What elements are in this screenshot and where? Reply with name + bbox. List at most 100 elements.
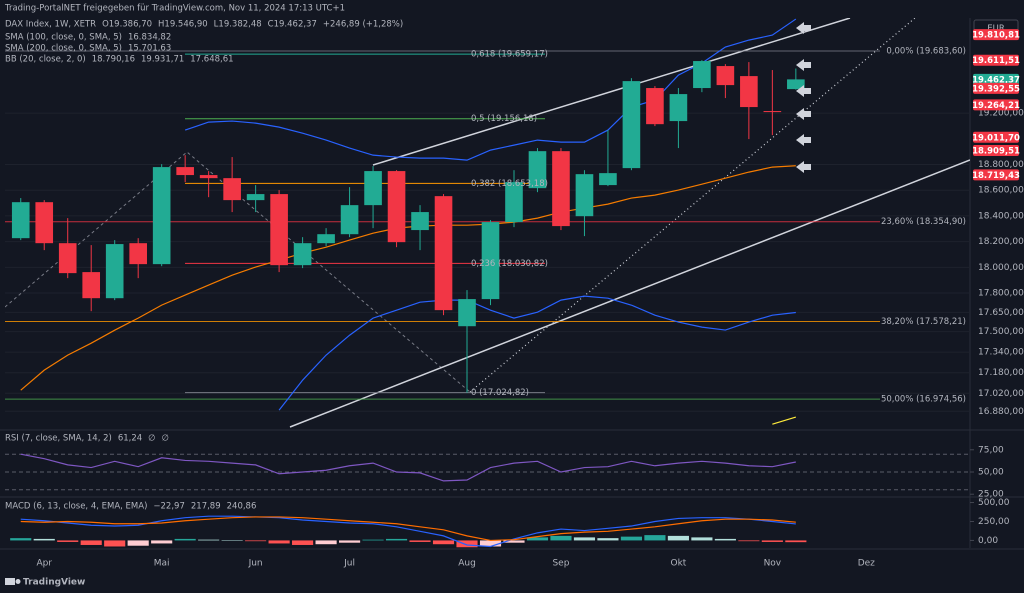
legend-value: 19.931,71 xyxy=(141,55,184,65)
logo-mark xyxy=(15,579,21,584)
footer-brand: TradingView xyxy=(23,578,85,588)
y-tick-label: 25,00 xyxy=(978,490,1004,500)
indicator-line xyxy=(20,165,796,391)
candle-body xyxy=(622,81,641,169)
x-tick-label: Jul xyxy=(343,559,355,569)
candle-body xyxy=(129,243,147,265)
y-tick-label: 17.020,00 xyxy=(978,389,1024,399)
y-tick-label: 18.800,00 xyxy=(978,160,1024,170)
histogram-bar xyxy=(268,540,290,544)
histogram-bar xyxy=(10,538,32,541)
indicator-line xyxy=(278,295,796,411)
histogram-bar xyxy=(597,538,619,541)
histogram-bar xyxy=(479,540,502,547)
price-label: 18.719,43 xyxy=(972,171,1020,181)
candle-body xyxy=(575,174,594,217)
candle-body xyxy=(246,194,265,201)
histogram-bar xyxy=(761,540,783,542)
candle-body xyxy=(105,244,124,299)
pane-2 xyxy=(10,515,807,548)
legend-ohlc: H19.546,90 xyxy=(158,20,208,30)
legend-name: BB (20, close, 2, 0) xyxy=(5,55,86,65)
candle-body xyxy=(716,66,735,86)
histogram-bar xyxy=(432,540,455,545)
fib-label: 0,5 (19.156,18) xyxy=(471,114,537,124)
price-label-box xyxy=(973,54,1019,66)
x-tick-label: Dez xyxy=(858,559,875,569)
histogram-bar xyxy=(456,540,478,548)
legend-name: RSI (7, close, SMA, 14, 2) xyxy=(5,434,112,444)
price-label: 19.392,55 xyxy=(972,84,1020,94)
arrows xyxy=(796,22,811,173)
y-tick-label: 17.650,00 xyxy=(978,308,1024,318)
arrow xyxy=(796,85,811,97)
x-tick-label: Jun xyxy=(248,559,263,569)
histogram-bar xyxy=(550,535,572,541)
y-tick-label: 18.000,00 xyxy=(978,263,1024,273)
y-tick-label: 16.880,00 xyxy=(978,407,1024,417)
y-tick-label: 250,00 xyxy=(978,517,1010,527)
channel-line xyxy=(289,159,970,428)
candle-body xyxy=(11,202,30,239)
fib-label: 0,618 (19.659,17) xyxy=(471,50,548,60)
y-tick-label: 17.800,00 xyxy=(978,289,1024,299)
x-tick-label: Sep xyxy=(552,559,569,569)
price-label-box xyxy=(973,169,1019,181)
histogram-bar xyxy=(526,537,549,541)
candle-body xyxy=(317,234,335,244)
histogram-bar xyxy=(714,538,736,541)
histogram-bar xyxy=(620,536,642,541)
legend-ohlc: L19.382,48 xyxy=(214,20,262,30)
histogram-bar xyxy=(221,540,243,541)
x-tick-label: Aug xyxy=(458,559,476,569)
histogram-bar xyxy=(738,540,760,542)
candle-body xyxy=(693,61,711,89)
y-tick-label: 0,00 xyxy=(978,536,998,546)
footer-logo xyxy=(5,578,21,585)
candle-body xyxy=(458,299,476,327)
fib-label: 50,00% (16.974,56) xyxy=(881,395,966,405)
candle-body xyxy=(599,173,617,186)
price-label: 19.810,81 xyxy=(972,31,1020,41)
pane-1 xyxy=(5,453,970,491)
trend-line xyxy=(469,18,916,393)
price-label: 19.611,51 xyxy=(972,56,1020,66)
candle-body xyxy=(528,151,547,189)
indicator-line xyxy=(20,516,796,542)
fib-label: 0,382 (18.653,18) xyxy=(471,179,548,189)
legend-ohlc: O19.386,70 xyxy=(102,20,152,30)
candle-body xyxy=(270,194,288,266)
candle-body xyxy=(340,205,359,235)
fib-label: 38,20% (17.578,21) xyxy=(881,317,966,327)
y-tick-label: 18.200,00 xyxy=(978,237,1024,247)
candle-body xyxy=(646,88,664,125)
legend-value: ∅ xyxy=(148,434,155,444)
fib-label: 0,00% (19.683,60) xyxy=(886,46,966,56)
histogram-bar xyxy=(644,535,666,541)
price-label-box xyxy=(973,144,1019,156)
legend-value: 17.648,61 xyxy=(190,55,233,65)
candle-body xyxy=(199,175,218,179)
fib-label: 0,236 (18.030,82) xyxy=(471,259,548,269)
currency: EUR xyxy=(987,24,1005,34)
histogram-bar xyxy=(57,540,79,542)
price-label-box xyxy=(973,29,1019,41)
candle-body xyxy=(223,178,241,201)
candle-body xyxy=(740,76,758,108)
histogram-bar xyxy=(339,540,361,543)
candle-body xyxy=(505,182,523,223)
legend-name: MACD (6, 13, close, 4, EMA, EMA) xyxy=(5,502,147,512)
y-tick-label: 50,00 xyxy=(978,468,1004,478)
legend-value: 240,86 xyxy=(227,502,257,512)
histogram-bar xyxy=(573,537,596,541)
pane-0 xyxy=(5,18,880,425)
legend-name: SMA (100, close, 0, SMA, 5) xyxy=(5,33,122,43)
arrow xyxy=(796,134,811,146)
candle-body xyxy=(58,243,77,274)
histogram-bar xyxy=(80,540,102,545)
price-label: 18.909,51 xyxy=(972,146,1020,156)
candle-body xyxy=(434,196,453,311)
price-label: 19.264,21 xyxy=(972,101,1020,111)
histogram-bar xyxy=(33,538,55,541)
